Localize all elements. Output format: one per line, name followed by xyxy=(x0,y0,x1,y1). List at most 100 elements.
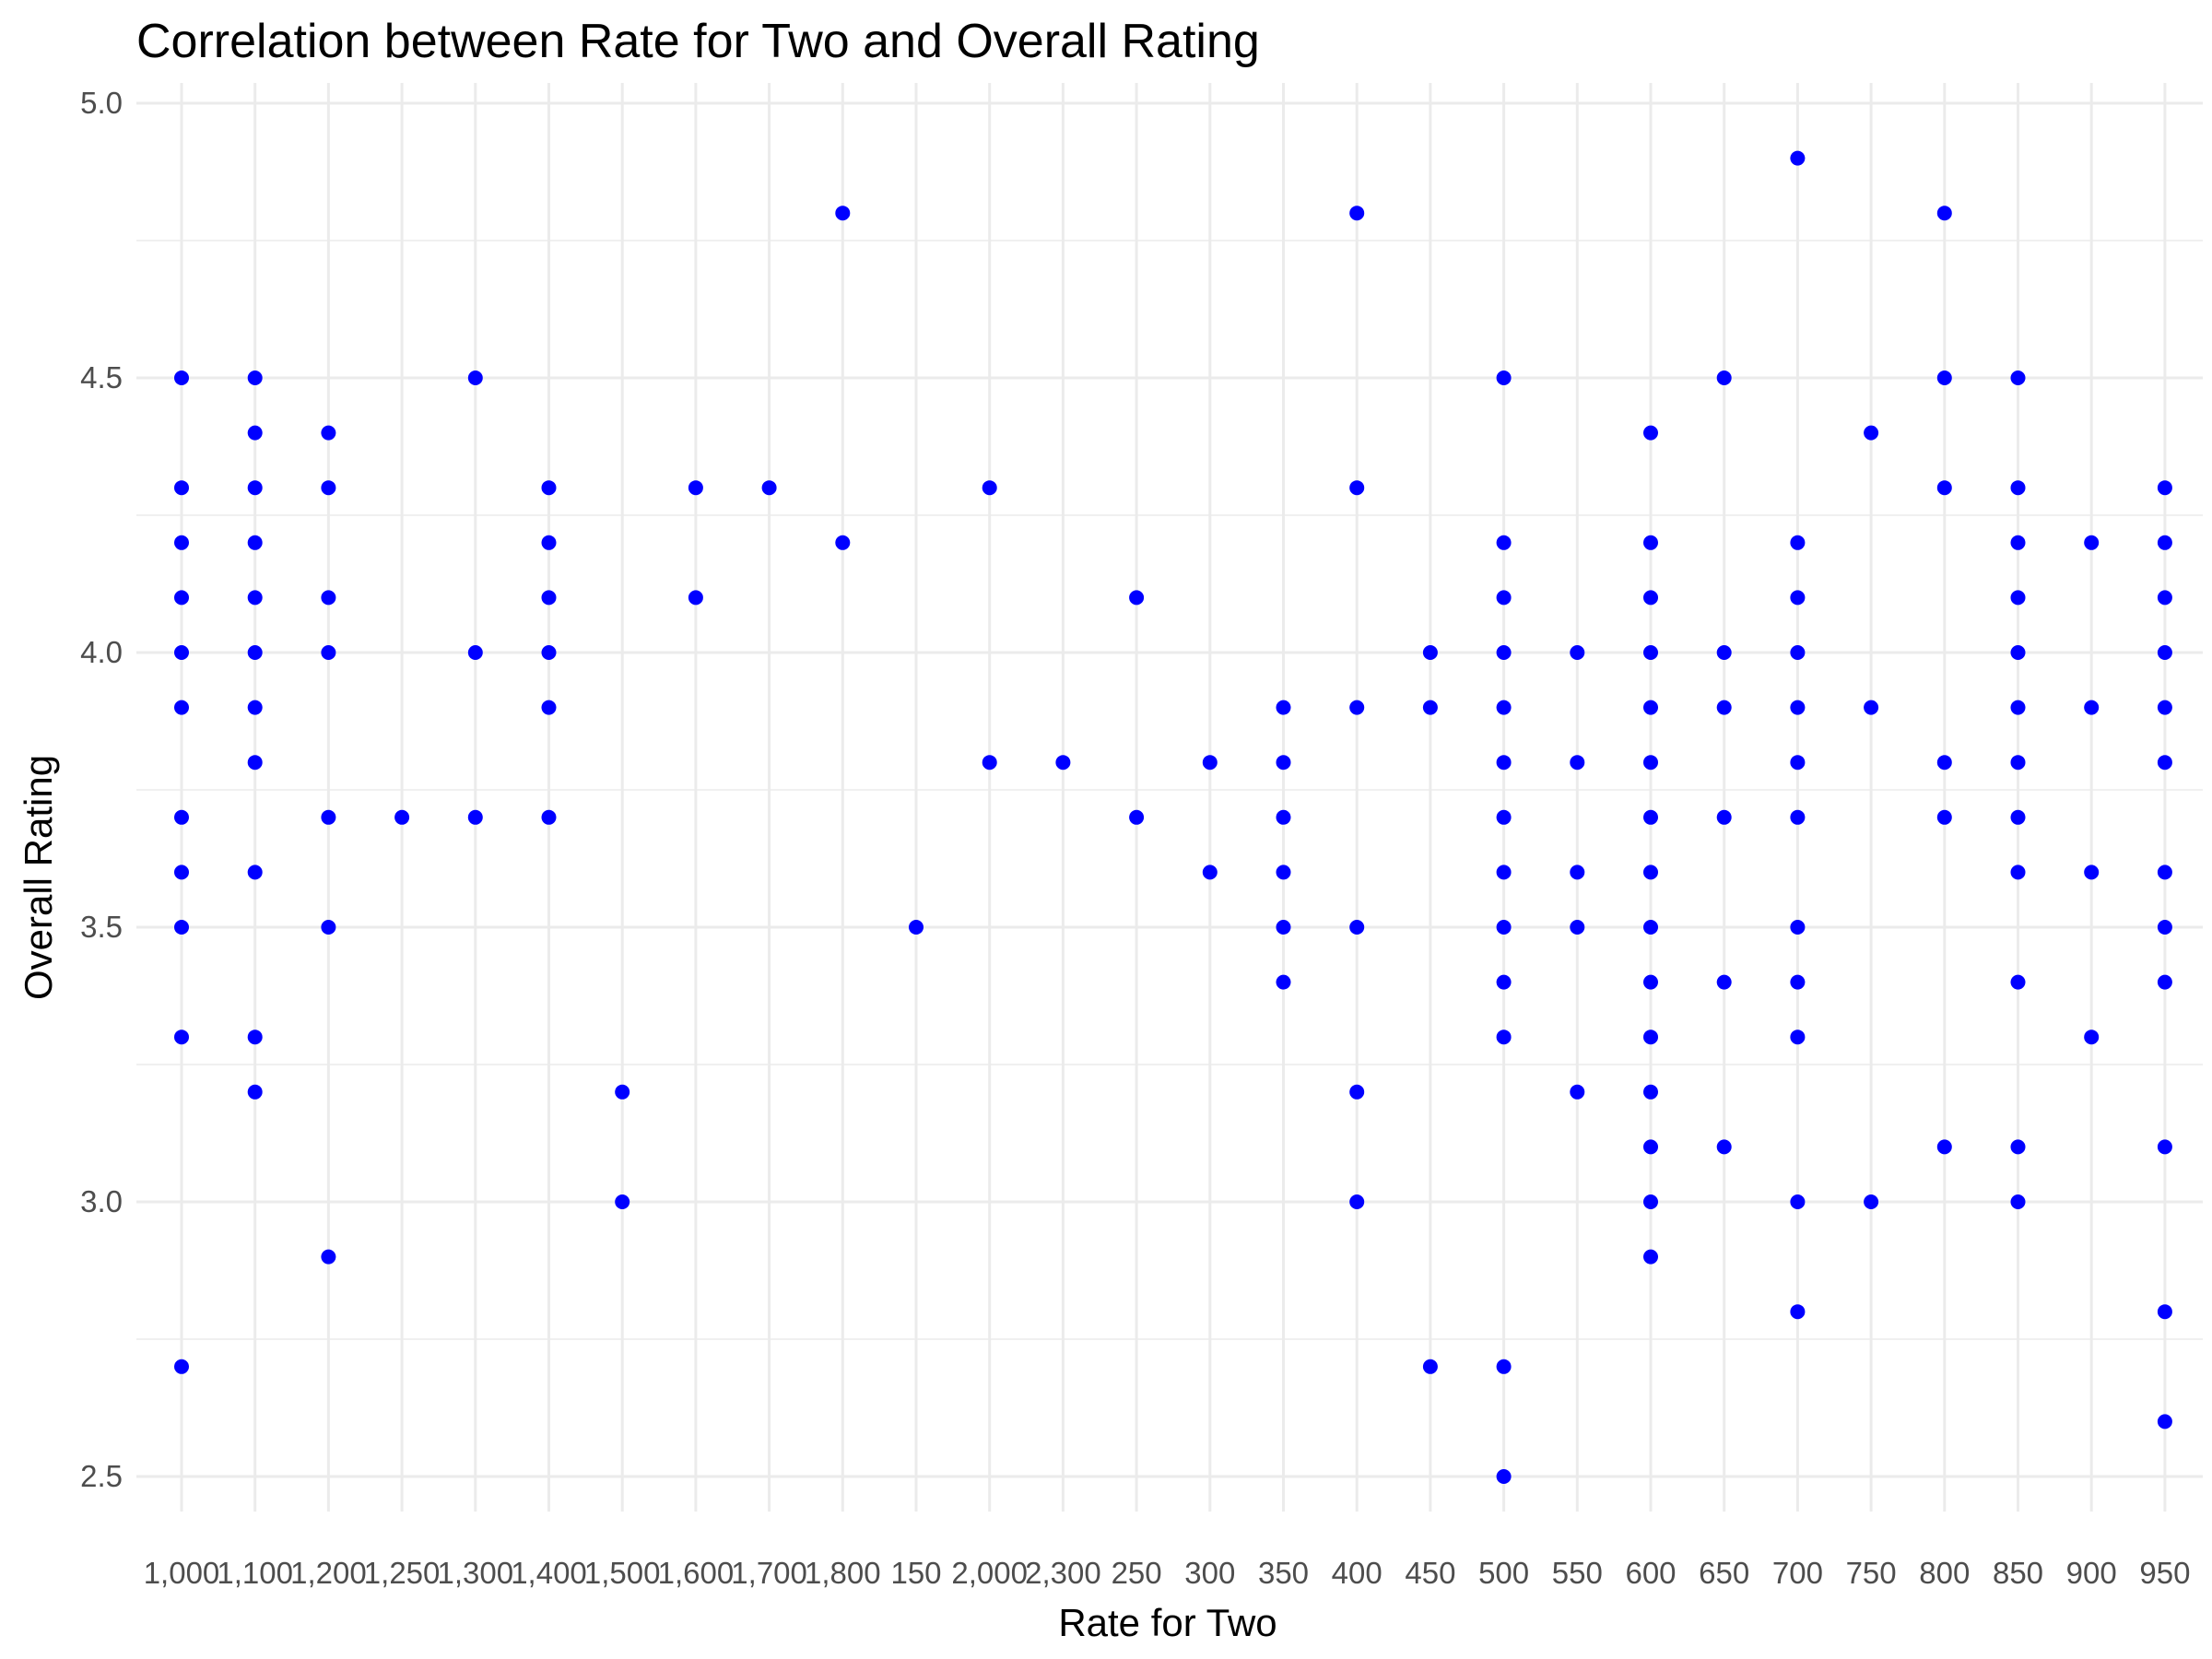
data-point xyxy=(1496,645,1512,660)
data-point xyxy=(1570,920,1585,935)
data-point xyxy=(2157,974,2172,990)
data-point xyxy=(1716,371,1732,385)
y-tick-labels: 2.5 3.0 3.5 4.0 4.5 5.0 xyxy=(80,86,123,1493)
y-tick-label: 2.5 xyxy=(80,1459,123,1493)
data-point xyxy=(1129,590,1145,606)
x-tick-label: 2,000 xyxy=(951,1556,1028,1590)
data-point xyxy=(1643,1139,1658,1155)
data-point xyxy=(247,645,263,660)
data-point xyxy=(541,590,557,606)
data-point xyxy=(1790,700,1806,715)
data-point xyxy=(2157,1414,2172,1430)
data-point xyxy=(1496,590,1512,606)
data-point xyxy=(174,371,189,385)
data-point xyxy=(1643,1249,1658,1265)
x-tick-label: 550 xyxy=(1552,1556,1603,1590)
data-point xyxy=(174,700,189,715)
data-point xyxy=(982,480,997,496)
data-point xyxy=(321,645,336,660)
x-tick-label: 300 xyxy=(1184,1556,1235,1590)
data-point xyxy=(1570,755,1585,771)
data-point xyxy=(1643,535,1658,550)
data-point xyxy=(2157,480,2172,496)
x-tick-label: 750 xyxy=(1846,1556,1897,1590)
data-point xyxy=(247,755,263,771)
data-point xyxy=(174,865,189,880)
x-tick-label: 1,500 xyxy=(584,1556,661,1590)
data-point xyxy=(688,480,703,496)
data-point xyxy=(247,700,263,715)
data-point xyxy=(1643,865,1658,880)
data-point xyxy=(467,809,483,825)
data-point xyxy=(1055,755,1071,771)
x-tick-label: 1,300 xyxy=(438,1556,514,1590)
data-point xyxy=(1643,974,1658,990)
y-axis-title: Overall Rating xyxy=(17,755,60,1000)
data-point xyxy=(2084,1030,2100,1045)
data-point xyxy=(247,865,263,880)
data-point xyxy=(1496,1359,1512,1374)
data-point xyxy=(1276,920,1291,935)
data-point xyxy=(1643,1084,1658,1100)
data-point xyxy=(321,590,336,606)
data-point xyxy=(1936,755,1952,771)
data-point xyxy=(394,809,410,825)
y-tick-label: 4.5 xyxy=(80,360,123,394)
data-point xyxy=(1496,865,1512,880)
x-tick-label: 2,300 xyxy=(1025,1556,1101,1590)
data-point xyxy=(1349,480,1365,496)
x-tick-label: 1,800 xyxy=(805,1556,881,1590)
data-point xyxy=(1716,700,1732,715)
data-point xyxy=(1643,755,1658,771)
x-tick-label: 1,400 xyxy=(511,1556,587,1590)
data-point xyxy=(1790,974,1806,990)
data-point xyxy=(1864,425,1879,441)
data-point xyxy=(1496,974,1512,990)
data-point xyxy=(2084,700,2100,715)
x-tick-label: 600 xyxy=(1625,1556,1676,1590)
data-point xyxy=(1570,1084,1585,1100)
data-point xyxy=(174,535,189,550)
data-point xyxy=(2157,535,2172,550)
data-point xyxy=(174,809,189,825)
data-point xyxy=(1936,206,1952,221)
data-point xyxy=(1790,1304,1806,1320)
y-tick-label: 3.0 xyxy=(80,1184,123,1218)
data-point xyxy=(1496,920,1512,935)
data-point xyxy=(247,535,263,550)
data-point xyxy=(2157,920,2172,935)
data-point xyxy=(321,425,336,441)
data-point xyxy=(2010,974,2026,990)
y-tick-label: 3.5 xyxy=(80,910,123,944)
data-point xyxy=(2157,1139,2172,1155)
data-point xyxy=(1643,1194,1658,1209)
x-tick-label: 400 xyxy=(1332,1556,1382,1590)
data-point xyxy=(1422,700,1438,715)
data-point xyxy=(541,700,557,715)
data-point xyxy=(1864,1194,1879,1209)
data-point xyxy=(1202,755,1218,771)
data-point xyxy=(982,755,997,771)
data-point xyxy=(2010,865,2026,880)
data-point xyxy=(1496,371,1512,385)
data-point xyxy=(2157,755,2172,771)
data-point xyxy=(1349,1194,1365,1209)
data-point xyxy=(2157,1304,2172,1320)
data-point xyxy=(2010,590,2026,606)
data-point xyxy=(1422,645,1438,660)
data-point xyxy=(1936,809,1952,825)
x-tick-label: 450 xyxy=(1405,1556,1455,1590)
data-point xyxy=(541,480,557,496)
data-point xyxy=(1790,150,1806,166)
data-point xyxy=(1643,700,1658,715)
data-point xyxy=(1643,809,1658,825)
data-point xyxy=(1643,645,1658,660)
data-point xyxy=(1276,809,1291,825)
data-point xyxy=(541,535,557,550)
data-point xyxy=(2010,371,2026,385)
data-point xyxy=(467,371,483,385)
data-point xyxy=(1936,480,1952,496)
data-point xyxy=(2010,480,2026,496)
